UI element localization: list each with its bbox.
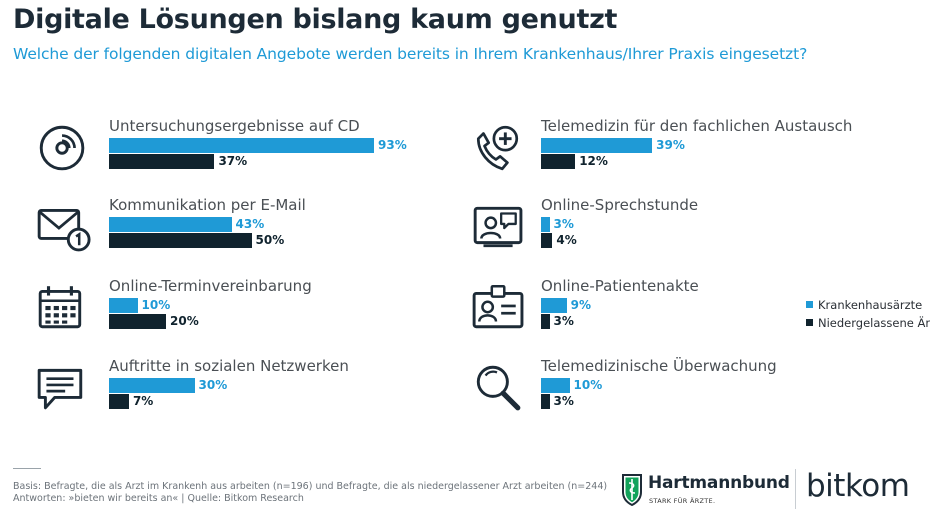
bar-niedergelassene — [109, 233, 252, 248]
source-line-2: Antworten: »bieten wir bereits an« | Que… — [13, 493, 304, 504]
hartmannbund-name: Hartmannbund — [648, 473, 790, 493]
data-label: 93% — [378, 138, 407, 152]
category-3: Online-Terminvereinbarung 10% 20% — [109, 277, 439, 333]
category-label: Auftritte in sozialen Netzwerken — [109, 357, 349, 375]
data-label: 4% — [556, 233, 577, 247]
footnote: Basis: Befragte, die als Arzt im Kranken… — [13, 481, 607, 505]
legend-label: Krankenhausärzte — [818, 298, 923, 312]
bar-niedergelassene — [541, 394, 550, 409]
footnote-divider — [13, 468, 41, 469]
page-subtitle: Welche der folgenden digitalen Angebote … — [13, 45, 808, 63]
bar-krankenhausaerzte — [109, 378, 195, 393]
bar-krankenhausaerzte — [541, 217, 550, 232]
data-label: 7% — [132, 394, 154, 408]
hartmannbund-emblem-icon — [622, 474, 642, 506]
chat-icon — [30, 361, 92, 413]
legend-label: Niedergelassene Ärzte — [818, 316, 930, 330]
legend: Krankenhausärzte Niedergelassene Ärzte — [806, 298, 930, 334]
category-label: Online-Terminvereinbarung — [109, 277, 312, 295]
category-1: Untersuchungsergebnisse auf CD 93% 37% — [109, 117, 439, 173]
data-label: 3% — [553, 217, 574, 231]
bar-krankenhausaerzte — [541, 138, 653, 153]
bar-krankenhausaerzte — [109, 298, 138, 313]
data-label: 43% — [235, 217, 265, 231]
bar-niedergelassene — [109, 314, 166, 329]
bar-niedergelassene — [541, 154, 576, 169]
category-8: Telemedizinische Überwachung 10% 3% — [541, 357, 871, 413]
category-4: Auftritte in sozialen Netzwerken 30% 7% — [109, 357, 439, 413]
hartmannbund-tagline: STARK FÜR ÄRZTE. — [649, 497, 716, 505]
magnifier-icon — [466, 361, 528, 413]
bar-krankenhausaerzte — [109, 138, 375, 153]
category-label: Telemedizin für den fachlichen Austausch — [541, 117, 853, 135]
calendar-icon — [30, 281, 92, 333]
category-label: Telemedizinische Überwachung — [541, 357, 777, 375]
hartmannbund-logo: Hartmannbund STARK FÜR ÄRZTE. — [620, 470, 790, 508]
data-label: 10% — [573, 378, 603, 392]
cd-icon — [30, 121, 92, 173]
data-label: 9% — [570, 298, 592, 312]
category-label: Online-Patientenakte — [541, 277, 699, 295]
data-label: 39% — [656, 138, 685, 152]
id-card-icon — [466, 281, 528, 333]
source-line-1: Basis: Befragte, die als Arzt im Kranken… — [13, 481, 608, 492]
data-label: 3% — [553, 314, 574, 328]
legend-swatch-niedergelassene — [806, 319, 813, 326]
phone-plus-icon — [466, 121, 528, 173]
bar-niedergelassene — [541, 314, 550, 329]
data-label: 3% — [553, 394, 574, 408]
page-title: Digitale Lösungen bislang kaum genutzt — [13, 4, 618, 35]
data-label: 10% — [141, 298, 171, 312]
email-icon — [30, 200, 92, 252]
bar-krankenhausaerzte — [541, 378, 570, 393]
category-label: Untersuchungsergebnisse auf CD — [109, 117, 360, 135]
data-label: 20% — [170, 314, 199, 328]
data-label: 50% — [255, 233, 285, 247]
category-6: Online-Sprechstunde 3% 4% — [541, 196, 871, 252]
data-label: 37% — [218, 154, 248, 168]
category-7: Online-Patientenakte 9% 3% — [541, 277, 871, 333]
video-call-icon — [466, 200, 528, 252]
category-5: Telemedizin für den fachlichen Austausch… — [541, 117, 871, 173]
data-label: 30% — [198, 378, 228, 392]
legend-item-niedergelassene: Niedergelassene Ärzte — [806, 316, 930, 334]
category-label: Kommunikation per E-Mail — [109, 196, 306, 214]
bar-niedergelassene — [109, 394, 129, 409]
category-2: Kommunikation per E-Mail 43% 50% — [109, 196, 439, 252]
bar-krankenhausaerzte — [541, 298, 567, 313]
bar-krankenhausaerzte — [109, 217, 232, 232]
bar-niedergelassene — [541, 233, 553, 248]
legend-swatch-krankenhausaerzte — [806, 301, 813, 308]
logo-separator — [795, 469, 796, 509]
data-label: 12% — [579, 154, 608, 168]
legend-item-krankenhausaerzte: Krankenhausärzte — [806, 298, 930, 316]
bar-niedergelassene — [109, 154, 215, 169]
bitkom-logo: bitkom — [806, 468, 910, 504]
category-label: Online-Sprechstunde — [541, 196, 699, 214]
